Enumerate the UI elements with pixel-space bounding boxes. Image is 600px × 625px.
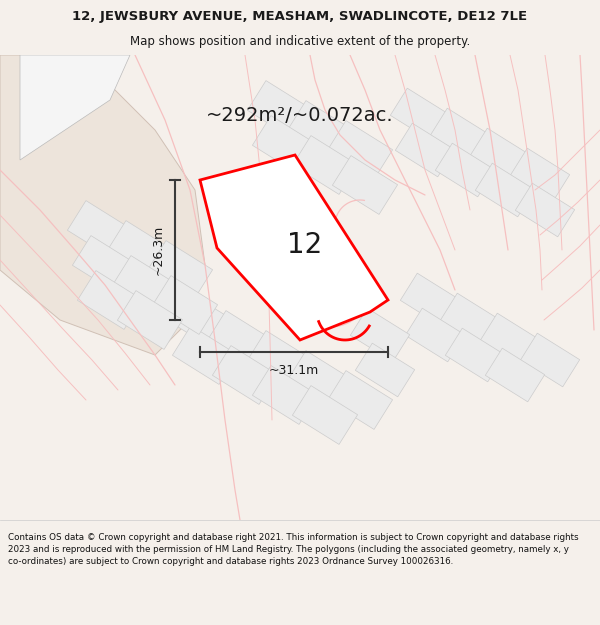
Polygon shape: [515, 183, 575, 237]
Polygon shape: [253, 116, 317, 174]
Polygon shape: [0, 55, 205, 355]
Polygon shape: [292, 136, 358, 194]
Polygon shape: [118, 291, 182, 349]
Text: Contains OS data © Crown copyright and database right 2021. This information is : Contains OS data © Crown copyright and d…: [8, 532, 578, 566]
Text: ~31.1m: ~31.1m: [269, 364, 319, 377]
Polygon shape: [212, 346, 278, 404]
Polygon shape: [445, 328, 505, 382]
Polygon shape: [395, 123, 455, 177]
Polygon shape: [73, 236, 137, 294]
Polygon shape: [67, 201, 133, 259]
Polygon shape: [355, 343, 415, 397]
Polygon shape: [328, 121, 392, 179]
Polygon shape: [247, 81, 313, 139]
Polygon shape: [208, 311, 272, 369]
Polygon shape: [292, 386, 358, 444]
Polygon shape: [391, 88, 449, 142]
Polygon shape: [400, 273, 460, 327]
Polygon shape: [77, 271, 143, 329]
Polygon shape: [406, 308, 464, 362]
Text: ~292m²/~0.072ac.: ~292m²/~0.072ac.: [206, 106, 394, 125]
Polygon shape: [328, 371, 392, 429]
Text: 12, JEWSBURY AVENUE, MEASHAM, SWADLINCOTE, DE12 7LE: 12, JEWSBURY AVENUE, MEASHAM, SWADLINCOT…: [73, 10, 527, 23]
Polygon shape: [200, 155, 388, 340]
Polygon shape: [436, 143, 494, 197]
Polygon shape: [350, 308, 410, 362]
Polygon shape: [107, 221, 173, 279]
Polygon shape: [481, 313, 539, 367]
Polygon shape: [20, 55, 130, 160]
Polygon shape: [287, 101, 353, 159]
Polygon shape: [520, 333, 580, 387]
Polygon shape: [475, 163, 535, 217]
Polygon shape: [253, 366, 317, 424]
Polygon shape: [172, 326, 238, 384]
Polygon shape: [430, 108, 490, 162]
Polygon shape: [287, 351, 353, 409]
Polygon shape: [148, 241, 212, 299]
Polygon shape: [247, 331, 313, 389]
Polygon shape: [152, 276, 218, 334]
Polygon shape: [167, 291, 233, 349]
Polygon shape: [332, 156, 398, 214]
Polygon shape: [470, 128, 530, 182]
Polygon shape: [112, 256, 178, 314]
Polygon shape: [440, 293, 500, 347]
Text: Map shows position and indicative extent of the property.: Map shows position and indicative extent…: [130, 35, 470, 48]
Text: ~26.3m: ~26.3m: [152, 225, 165, 275]
Polygon shape: [485, 348, 545, 402]
Text: 12: 12: [287, 231, 323, 259]
Polygon shape: [511, 148, 569, 202]
